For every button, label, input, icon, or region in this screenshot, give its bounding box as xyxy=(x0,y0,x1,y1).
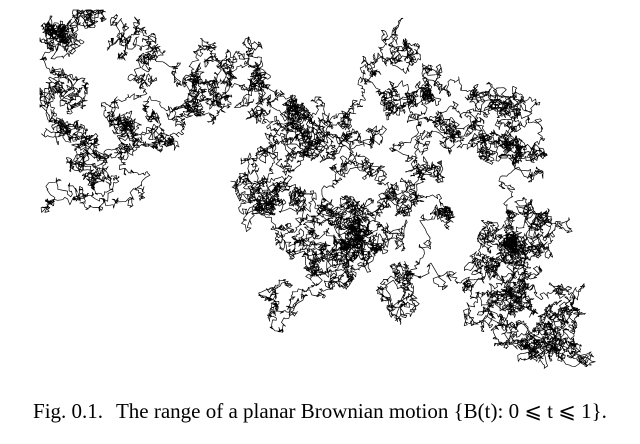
caption-formula: {B(t): 0 ⩽ t ⩽ 1}. xyxy=(453,399,607,423)
brownian-path-plot xyxy=(39,9,596,369)
figure-label: Fig. 0.1. xyxy=(33,399,104,423)
brownian-path xyxy=(39,9,596,369)
caption-text: The range of a planar Brownian motion xyxy=(115,399,449,423)
figure-caption: Fig. 0.1. The range of a planar Brownian… xyxy=(0,398,640,424)
